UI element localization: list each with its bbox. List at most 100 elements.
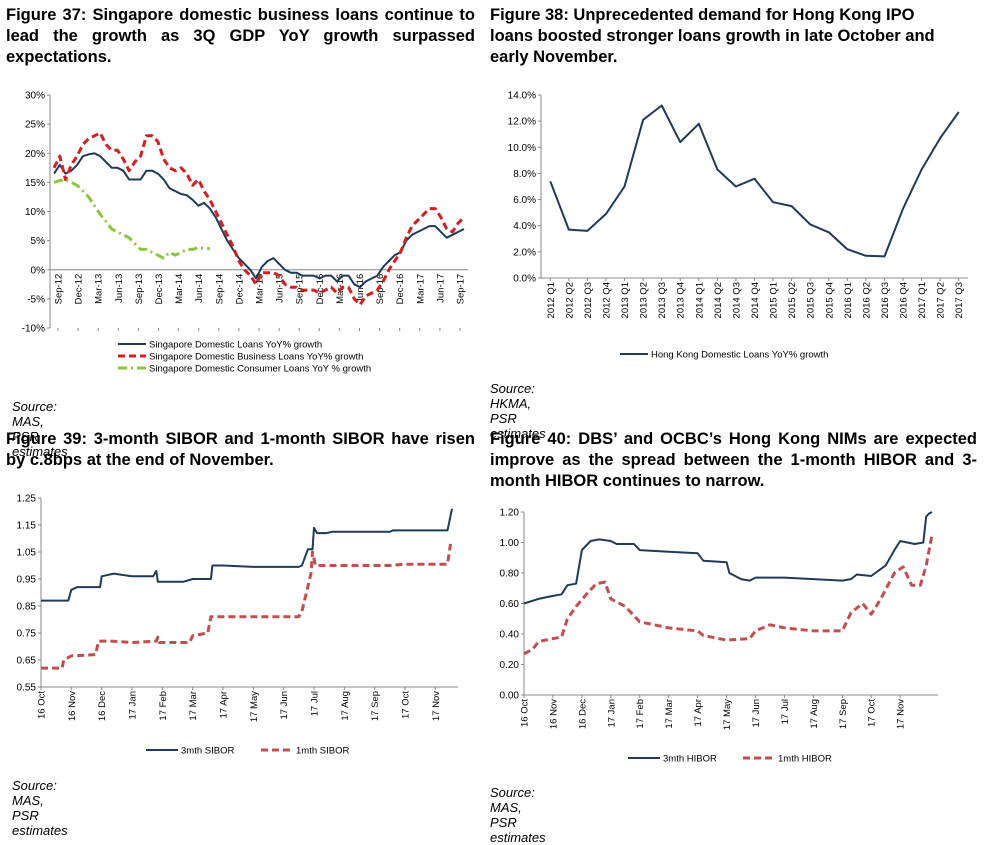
legend-label-3: Singapore Domestic Consumer Loans YoY % … xyxy=(149,364,371,375)
y-tick-label: 2.0% xyxy=(513,247,536,258)
y-tick-label: 5% xyxy=(31,236,46,247)
x-tick-label: 16 Dec xyxy=(97,691,108,721)
x-tick-label: 17 May xyxy=(249,691,260,722)
x-tick-label: 2017 Q3 xyxy=(954,282,965,318)
x-tick-label: Sep-14 xyxy=(214,274,225,305)
x-tick-label: Dec-15 xyxy=(315,274,326,305)
x-tick-label: 2012 Q3 xyxy=(583,282,594,318)
x-tick-label: 17 Apr xyxy=(693,699,704,726)
legend-label-1: 3mth HIBOR xyxy=(663,754,717,765)
x-tick-label: 2012 Q1 xyxy=(546,282,557,318)
x-tick-label: 2013 Q4 xyxy=(676,282,687,318)
x-tick-label: 17 Sep xyxy=(370,691,381,721)
x-tick-label: Mar-17 xyxy=(415,274,426,304)
x-tick-label: 2015 Q4 xyxy=(824,282,835,318)
legend-label-1: Singapore Domestic Loans YoY% growth xyxy=(149,340,322,351)
series-line-1 xyxy=(549,104,960,258)
x-tick-label: 16 Oct xyxy=(37,691,48,719)
x-tick-label: 2017 Q2 xyxy=(936,282,947,318)
series-line-2 xyxy=(523,534,934,656)
y-tick-label: 1.25 xyxy=(17,494,37,505)
x-tick-label: 17 Jan xyxy=(606,699,617,728)
x-tick-label: 17 Nov xyxy=(431,691,442,721)
figure-38-chart: 14.0% 12.0% 10.0% 8.0% 6.0% 4.0% 2.0% 0.0% 2012 … xyxy=(508,91,968,361)
x-tick-label: Jun-14 xyxy=(194,274,205,303)
x-tick-label: 2015 Q3 xyxy=(806,282,817,318)
y-tick-label: -5% xyxy=(27,294,45,305)
y-tick-label: 0.75 xyxy=(17,629,37,640)
y-tick-label: 1.00 xyxy=(500,538,520,549)
y-tick-label: 30% xyxy=(25,91,45,102)
series-line-3 xyxy=(53,178,211,260)
x-tick-label: Sep-12 xyxy=(54,274,65,305)
x-tick-label: 2017 Q1 xyxy=(917,282,928,318)
figure-39-source: Source: MAS, PSR estimates xyxy=(12,778,68,838)
series-line-2 xyxy=(52,131,466,307)
y-tick-label: 0.80 xyxy=(500,569,520,580)
y-tick-label: 1.05 xyxy=(17,548,37,559)
x-tick-label: 17 Jul xyxy=(309,691,320,716)
x-tick-label: 17 Jun xyxy=(279,691,290,720)
x-tick-label: 17 Feb xyxy=(635,699,646,729)
x-tick-label: Jun-16 xyxy=(355,274,366,303)
y-tick-label: 12.0% xyxy=(508,117,536,128)
x-tick-label: 2014 Q3 xyxy=(731,282,742,318)
x-tick-label: 2016 Q4 xyxy=(899,282,910,318)
y-tick-label: 0% xyxy=(31,265,46,276)
y-tick-label: 20% xyxy=(25,149,45,160)
x-tick-label: 2013 Q3 xyxy=(657,282,668,318)
x-tick-label: 17 Oct xyxy=(867,699,878,727)
y-tick-label: 0.65 xyxy=(17,656,37,667)
x-tick-label: Sep-16 xyxy=(375,274,386,305)
x-tick-label: 16 Oct xyxy=(520,699,531,727)
x-tick-label: 2013 Q2 xyxy=(639,282,650,318)
x-tick-label: 17 Feb xyxy=(158,691,169,721)
y-tick-label: 0.95 xyxy=(17,575,37,586)
y-tick-label: 10.0% xyxy=(508,143,536,154)
figure-37-title: Figure 37: Singapore domestic business l… xyxy=(6,6,475,66)
x-tick-label: 2012 Q4 xyxy=(601,282,612,318)
figure-38-title: Figure 38: Unprecedented demand for Hong… xyxy=(490,6,935,66)
y-tick-label: 25% xyxy=(25,120,45,131)
y-tick-label: 8.0% xyxy=(513,169,536,180)
y-tick-label: -10% xyxy=(22,324,45,335)
x-tick-label: 17 Jun xyxy=(751,699,762,728)
x-tick-label: Jun-17 xyxy=(435,274,446,303)
x-tick-label: 2014 Q4 xyxy=(750,282,761,318)
series-line-1 xyxy=(41,508,453,602)
x-tick-label: 17 Nov xyxy=(896,699,907,729)
y-tick-label: 0.40 xyxy=(500,630,520,641)
x-tick-label: Mar-15 xyxy=(255,274,266,304)
x-tick-label: 16 Nov xyxy=(67,691,78,721)
x-tick-label: 2016 Q3 xyxy=(880,282,891,318)
x-tick-label: Sep-17 xyxy=(456,274,467,305)
legend-label-2: 1mth HIBOR xyxy=(778,754,832,765)
y-tick-label: 0.00 xyxy=(500,691,520,702)
figure-38-source: Source: HKMA, PSR estimates xyxy=(490,381,546,441)
y-tick-label: 1.15 xyxy=(17,521,37,532)
x-tick-label: 17 Apr xyxy=(218,691,229,718)
x-tick-label: 2012 Q2 xyxy=(564,282,575,318)
y-tick-label: 15% xyxy=(25,178,45,189)
x-tick-label: 17 Aug xyxy=(340,691,351,721)
y-tick-label: 0.20 xyxy=(500,660,520,671)
x-tick-label: Sep-15 xyxy=(295,274,306,305)
x-tick-label: 16 Nov xyxy=(548,699,559,729)
x-tick-label: 17 Mar xyxy=(664,699,675,729)
x-tick-label: Mar-14 xyxy=(174,274,185,304)
figure-37-chart: 30% 25% 20% 15% 10% 5% 0% -5% -10% Sep-12 Dec-12 Ma… xyxy=(22,91,468,375)
x-tick-label: 17 Jan xyxy=(127,691,138,720)
figure-39-title: Figure 39: 3-month SIBOR and 1-month SIB… xyxy=(6,430,475,469)
y-tick-label: 0.55 xyxy=(17,683,37,694)
x-tick-label: 17 Oct xyxy=(400,691,411,719)
x-tick-label: 16 Dec xyxy=(577,699,588,729)
x-tick-label: Sep-13 xyxy=(134,274,145,305)
series-line-2 xyxy=(41,543,452,670)
x-tick-label: 2015 Q2 xyxy=(787,282,798,318)
series-line-1 xyxy=(523,511,933,605)
legend-label-1: Hong Kong Domestic Loans YoY% growth xyxy=(651,350,828,361)
y-tick-label: 1.20 xyxy=(500,508,520,519)
y-tick-label: 4.0% xyxy=(513,221,536,232)
